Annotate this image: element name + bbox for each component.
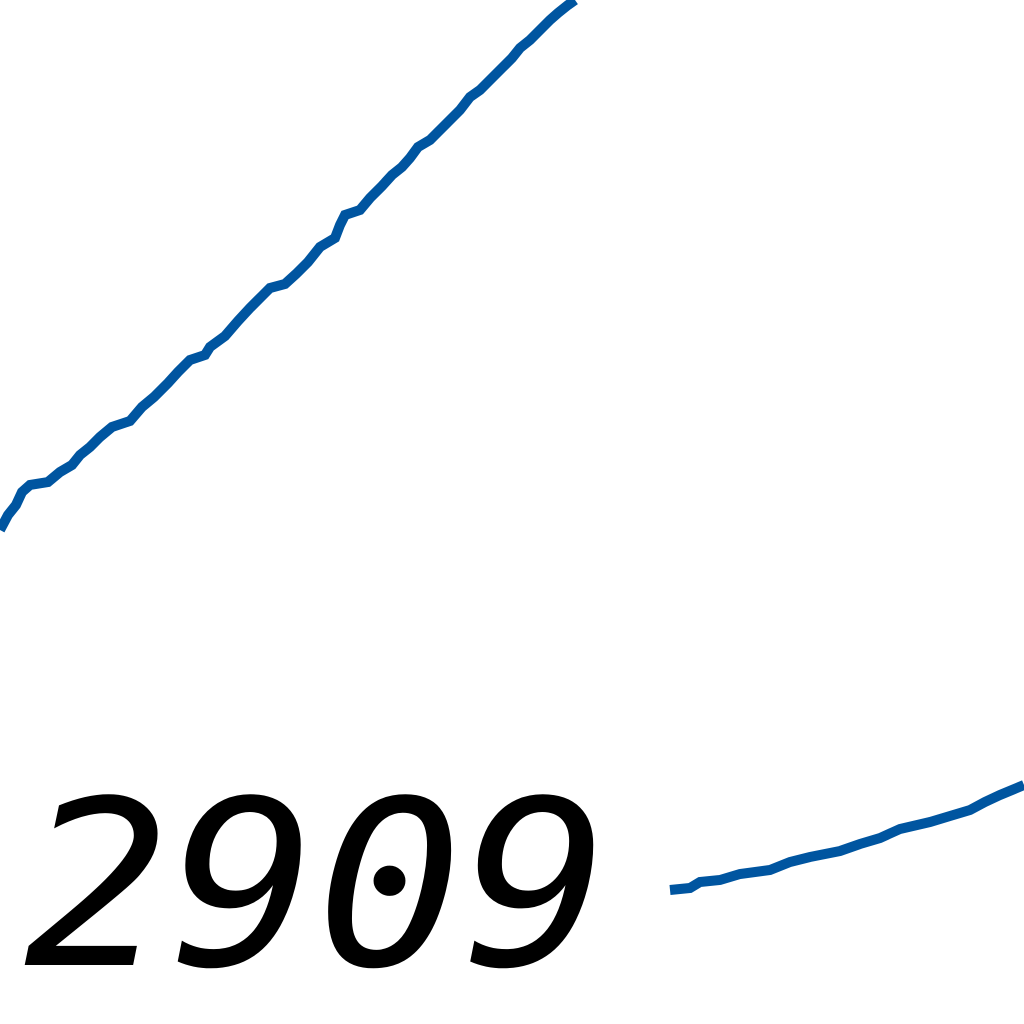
contour-elevation-label: 2909 — [24, 753, 609, 1020]
contour-line-upper — [0, 0, 578, 533]
contour-line-lower — [669, 780, 1024, 895]
